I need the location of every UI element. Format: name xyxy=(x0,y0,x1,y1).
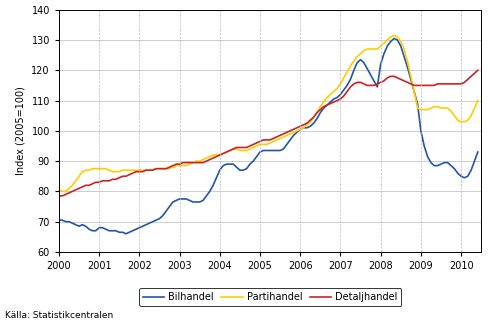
Detaljhandel xyxy=(254,141,260,145)
Bilhandel xyxy=(166,204,172,208)
Line: Bilhandel: Bilhandel xyxy=(59,38,478,234)
Partihandel xyxy=(391,34,397,37)
Partihandel xyxy=(166,167,172,171)
Text: Källa: Statistikcentralen: Källa: Statistikcentralen xyxy=(5,311,113,320)
Partihandel xyxy=(56,188,62,192)
Bilhandel xyxy=(475,150,481,154)
Line: Partihandel: Partihandel xyxy=(59,36,478,191)
Detaljhandel xyxy=(304,121,310,125)
Bilhandel xyxy=(123,232,129,236)
Line: Detaljhandel: Detaljhandel xyxy=(59,70,478,196)
Detaljhandel xyxy=(334,99,340,102)
Bilhandel xyxy=(391,36,397,40)
Partihandel xyxy=(475,99,481,102)
Bilhandel xyxy=(257,150,263,154)
Detaljhandel xyxy=(163,167,169,171)
Detaljhandel xyxy=(56,194,62,198)
Partihandel xyxy=(317,105,323,109)
Partihandel xyxy=(86,168,92,172)
Legend: Bilhandel, Partihandel, Detaljhandel: Bilhandel, Partihandel, Detaljhandel xyxy=(138,288,402,306)
Y-axis label: Index (2005=100): Index (2005=100) xyxy=(16,86,26,175)
Partihandel xyxy=(59,189,65,193)
Bilhandel xyxy=(83,224,89,228)
Bilhandel xyxy=(56,218,62,222)
Partihandel xyxy=(257,142,263,146)
Bilhandel xyxy=(337,92,343,96)
Detaljhandel xyxy=(83,183,89,187)
Detaljhandel xyxy=(314,111,320,115)
Detaljhandel xyxy=(475,68,481,72)
Partihandel xyxy=(307,120,313,124)
Bilhandel xyxy=(307,124,313,128)
Partihandel xyxy=(337,82,343,86)
Bilhandel xyxy=(317,111,323,115)
